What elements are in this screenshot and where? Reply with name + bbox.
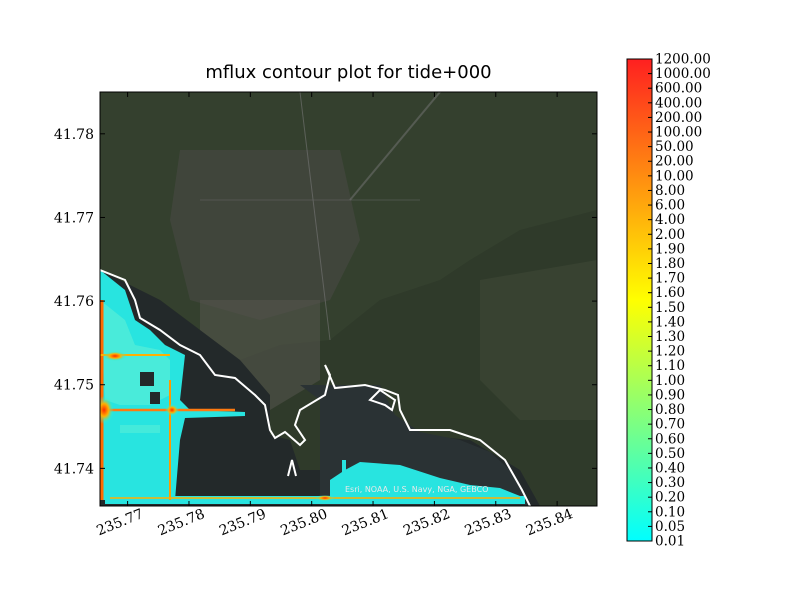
mflux-contours — [100, 270, 525, 504]
x-tick-label: 235.78 — [156, 506, 207, 539]
colorbar-tick-label: 0.60 — [655, 431, 685, 447]
colorbar: 0.010.050.100.200.300.400.500.600.700.80… — [626, 52, 711, 550]
basemap — [100, 92, 597, 506]
colorbar-tick-label: 8.00 — [655, 183, 685, 199]
colorbar-tick-label: 20.00 — [655, 154, 694, 170]
colorbar-tick-label: 0.80 — [655, 402, 685, 418]
colorbar-tick-label: 0.70 — [655, 417, 685, 433]
colorbar-tick-label: 1200.00 — [655, 52, 711, 68]
x-tick-label: 235.81 — [340, 506, 391, 539]
colorbar-tick-label: 0.90 — [655, 387, 685, 403]
coastline — [100, 269, 531, 506]
colorbar-tick-label: 0.50 — [655, 446, 685, 462]
colorbar-tick-label: 100.00 — [655, 125, 702, 141]
colorbar-tick-label: 1.20 — [655, 344, 685, 360]
map-attribution: Esri, NOAA, U.S. Navy, NGA, GEBCO — [345, 485, 488, 494]
colorbar-tick-label: 0.20 — [655, 490, 685, 506]
colorbar-tick-label: 1.50 — [655, 300, 685, 316]
colorbar-tick-label: 200.00 — [655, 110, 702, 126]
colorbar-tick-label: 1.90 — [655, 241, 685, 257]
x-tick-label: 235.77 — [94, 506, 145, 539]
colorbar-tick-label: 1.40 — [655, 314, 685, 330]
colorbar-tick-label: 400.00 — [655, 95, 702, 111]
colorbar-tick-label: 4.00 — [655, 212, 685, 228]
y-axis: 41.74 41.75 41.76 41.77 41.78 — [54, 127, 597, 477]
colorbar-tick-label: 6.00 — [655, 198, 685, 214]
y-tick-label: 41.75 — [54, 378, 94, 394]
axes-frame — [99, 91, 598, 507]
y-tick-label: 41.78 — [54, 127, 94, 143]
y-tick-label: 41.77 — [54, 210, 94, 226]
colorbar-tick-label: 0.01 — [655, 534, 685, 550]
colorbar-tick-label: 0.10 — [655, 504, 685, 520]
colorbar-tick-label: 1.10 — [655, 358, 685, 374]
colorbar-tick-label: 2.00 — [655, 227, 685, 243]
x-tick-label: 235.84 — [524, 506, 575, 539]
colorbar-tick-label: 1.70 — [655, 271, 685, 287]
y-tick-label: 41.76 — [54, 294, 94, 310]
colorbar-tick-label: 0.40 — [655, 460, 685, 476]
colorbar-tick-label: 600.00 — [655, 81, 702, 97]
x-tick-label: 235.83 — [463, 506, 514, 539]
chart-title: mflux contour plot for tide+000 — [205, 62, 492, 83]
colorbar-tick-label: 1.60 — [655, 285, 685, 301]
colorbar-tick-label: 0.05 — [655, 519, 685, 535]
colorbar-tick-label: 1000.00 — [655, 66, 711, 82]
colorbar-tick-label: 1.00 — [655, 373, 685, 389]
colorbar-tick-label: 1.30 — [655, 329, 685, 345]
x-tick-label: 235.79 — [217, 506, 268, 539]
x-tick-label: 235.82 — [401, 506, 452, 539]
y-tick-label: 41.74 — [54, 461, 94, 477]
x-tick-label: 235.80 — [278, 506, 329, 539]
colorbar-tick-label: 10.00 — [655, 168, 694, 184]
colorbar-tick-label: 50.00 — [655, 139, 694, 155]
colorbar-tick-label: 1.80 — [655, 256, 685, 272]
colorbar-gradient — [626, 58, 653, 542]
colorbar-tick-label: 0.30 — [655, 475, 685, 491]
